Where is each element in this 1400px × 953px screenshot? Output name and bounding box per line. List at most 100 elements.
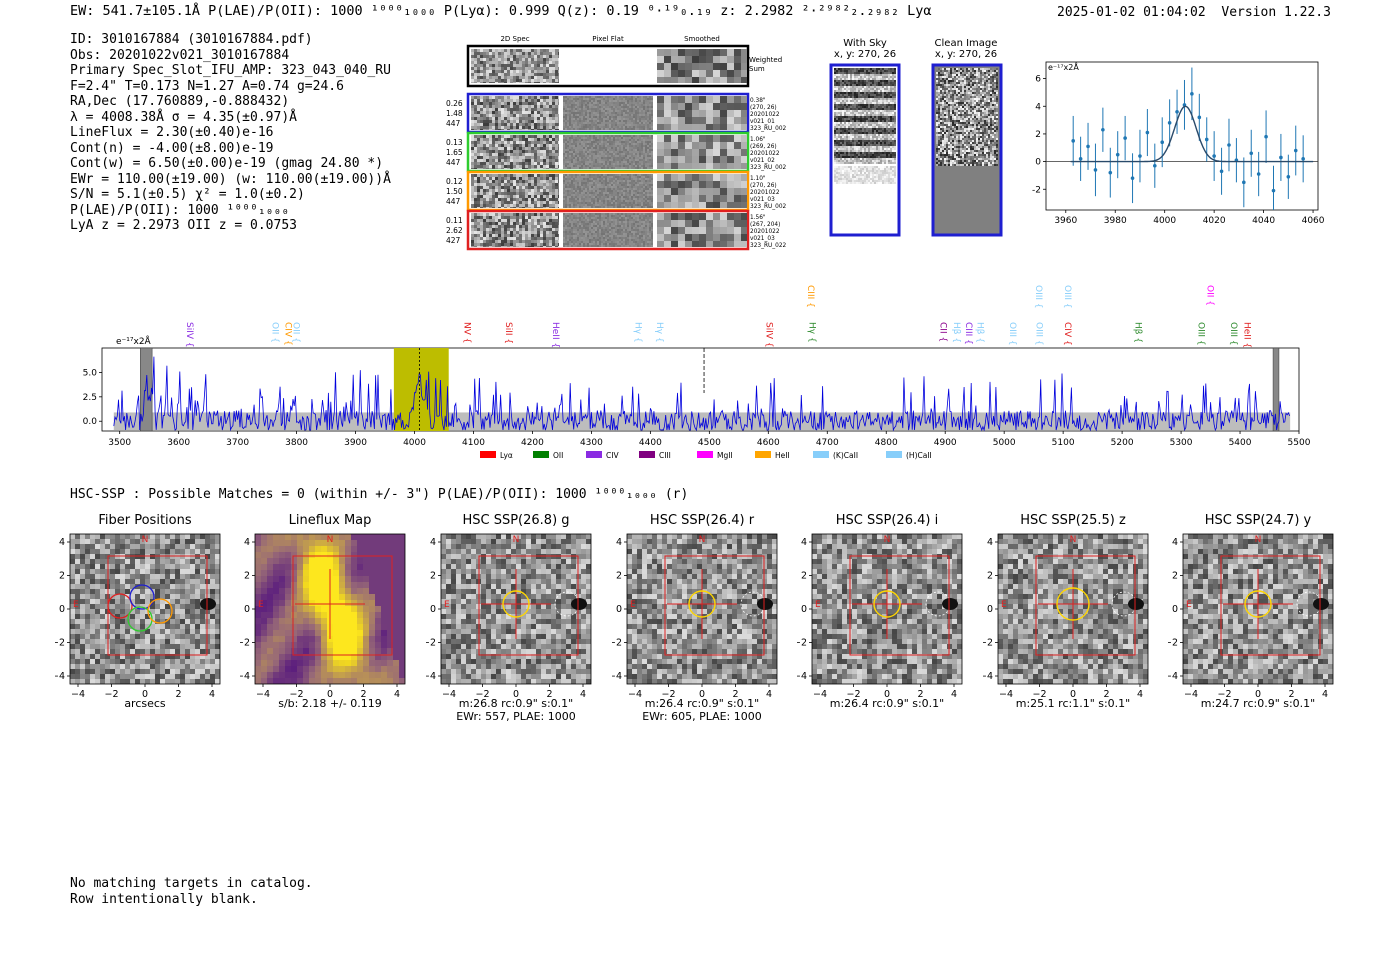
arcsec-y-tick: 0: [430, 604, 436, 615]
info-line: LyA z = 2.2973 OII z = 0.0753: [70, 218, 297, 233]
imaging-panel: HSC SSP(24.7) y N E −4 −4 −2 −2 0 0 2 2 4 4 m:24.7 rc…: [1168, 510, 1348, 730]
info-line: S/N = 5.1(±0.5) χ² = 1.0(±0.2): [70, 187, 305, 202]
imaging-panel-caption: m:26.4 rc:0.9" s:0.1": [644, 697, 760, 710]
footer-line: No matching targets in catalog.: [70, 876, 313, 891]
strip-column-header: Pixel Flat: [592, 35, 624, 43]
arcsec-y-tick: −2: [1168, 638, 1178, 649]
aperture-box: [1220, 555, 1321, 656]
spectrum-x-tick-label: 5300: [1170, 438, 1193, 448]
arcsec-x-tick: −4: [71, 689, 85, 700]
fit-plot-frame: [1045, 61, 1319, 211]
arcsec-y-tick: −4: [983, 671, 993, 682]
fiber-strip-meta: 20201022: [750, 229, 780, 235]
info-line: Cont(w) = 6.50(±0.00)e-19 (gmag 24.80 *): [70, 156, 384, 171]
line-id-label: OII {: [269, 322, 279, 343]
arcsec-x-tick: 4: [394, 689, 400, 700]
fiber-strip-smoothed: [657, 174, 747, 208]
clean-image-title: Clean Image x, y: 270, 26: [930, 38, 1002, 60]
fit-x-tick-label: 4060: [1302, 216, 1325, 226]
arcsec-x-tick: 4: [951, 689, 957, 700]
full-spectrum-plot: 3500 3600 3700 3800 3900 4000 4100 4200 4300 4400…: [83, 285, 1311, 460]
imaging-panel-caption: m:24.7 rc:0.9" s:0.1": [1200, 697, 1316, 710]
aperture-box: [664, 555, 765, 656]
fiber-strip-stat: 447: [446, 119, 461, 128]
arcsec-x-tick: −2: [289, 689, 303, 700]
clean-image-label: Clean Image: [934, 38, 998, 49]
imaging-panel-caption: m:26.8 rc:0.9" s:0.1": [458, 697, 574, 710]
spectrum-x-tick-label: 5400: [1229, 438, 1252, 448]
line-id-label: OIII {: [1062, 285, 1072, 309]
spectrum-x-tick-label: 4700: [816, 438, 839, 448]
legend-swatch: [480, 451, 496, 458]
compass-north: N: [1255, 535, 1262, 545]
arcsec-x-tick: −2: [475, 689, 489, 700]
dark-source: [200, 598, 216, 610]
fiber-position-circle: [127, 606, 153, 632]
legend-swatch: [755, 451, 771, 458]
sky-band-fade: [834, 166, 896, 184]
arcsec-x-tick: 0: [327, 689, 333, 700]
imaging-panel-caption: s/b: 2.18 +/- 0.119: [278, 697, 382, 710]
fit-data-point: [1256, 172, 1261, 176]
imaging-panel-caption: arcsecs: [124, 697, 166, 710]
fiber-strip-pixel-flat: [563, 135, 653, 169]
imaging-panel-caption: EWr: 605, PLAE: 1000: [642, 710, 762, 723]
line-id-label: HeII {: [1242, 322, 1252, 348]
arcsec-x-tick: 4: [766, 689, 772, 700]
arcsec-y-tick: −2: [55, 638, 65, 649]
spectrum-x-tick-label: 3800: [285, 438, 308, 448]
legend-label: Lyα: [500, 451, 513, 460]
fiber-strip-meta: (270, 26): [750, 183, 777, 189]
fit-data-point: [1093, 168, 1098, 172]
fiber-strip-pixel-flat: [563, 213, 653, 247]
fiber-strip-meta: 1.06": [750, 137, 766, 143]
aperture-box: [1035, 555, 1136, 656]
imaging-panel-plot: N E −4 −4 −2 −2 0 0 2 2 4 4: [426, 533, 592, 700]
emission-line-fit-plot: 3960 3980 4000 4020 4040 4060 -2 0 2 4 6 e⁻¹⁷x2Å: [1030, 58, 1335, 233]
compass-north: N: [513, 535, 520, 545]
imaging-panel: HSC SSP(25.5) z N E −4 −4 −2 −2 0 0 2 2 4 4 m:25.1 rc…: [983, 510, 1163, 730]
sky-band-dark: [834, 80, 896, 86]
arcsec-y-tick: 2: [1172, 571, 1178, 582]
catalog-footer: No matching targets in catalog. Row inte…: [70, 876, 313, 907]
with-sky-label: With Sky: [843, 38, 887, 49]
fit-unit-label: e⁻¹⁷x2Å: [1048, 61, 1079, 72]
arcsec-y-tick: 0: [801, 604, 807, 615]
fit-data-point: [1190, 92, 1194, 96]
sky-band-dark: [834, 152, 896, 158]
arcsec-x-tick: 0: [884, 689, 890, 700]
imaging-panel-title: HSC SSP(25.5) z: [1020, 513, 1126, 528]
arcsec-x-tick: 4: [209, 689, 215, 700]
spectrum-x-tick-label: 5200: [1111, 438, 1134, 448]
imaging-panel-caption: EWr: 557, PLAE: 1000: [456, 710, 576, 723]
info-line: F=2.4" T=0.173 N=1.27 A=0.74 g=24.6: [70, 78, 344, 94]
info-line: Primary Spec_Slot_IFU_AMP: 323_043_040_R…: [70, 63, 391, 78]
arcsec-x-tick: 0: [142, 689, 148, 700]
arcsec-y-tick: 0: [244, 604, 250, 615]
arcsec-x-tick: 2: [546, 689, 552, 700]
imaging-panel: Lineflux Map N E −4 −4 −2 −2 0 0 2 2 4 4 s/b: 2.18 +/…: [240, 510, 420, 730]
clean-image-noise: [936, 68, 998, 166]
with-sky-title: With Sky x, y: 270, 26: [830, 38, 900, 60]
sky-band-dark: [834, 92, 896, 98]
fit-data-point: [1279, 155, 1283, 160]
arcsec-y-tick: 0: [1172, 604, 1178, 615]
fit-data-point: [1204, 137, 1209, 142]
imaging-cutout: [627, 534, 777, 684]
imaging-panel-title: HSC SSP(26.4) r: [649, 513, 755, 528]
weighted-sum-label: Sum: [749, 65, 765, 73]
arcsec-y-tick: −2: [426, 638, 436, 649]
fit-data-point: [1175, 109, 1179, 114]
arcsec-x-tick: 2: [917, 689, 923, 700]
fit-x-tick-label: 3960: [1054, 216, 1077, 226]
fit-data-point: [1219, 169, 1224, 174]
spectrum-x-tick-label: 4100: [462, 438, 485, 448]
detection-aperture-circle: [1244, 590, 1272, 618]
fit-x-tick-label: 4020: [1203, 216, 1226, 226]
fiber-strip-pixel-flat: [563, 174, 653, 208]
compass-east: E: [73, 600, 79, 610]
arcsec-x-tick: 0: [1255, 689, 1261, 700]
line-id-label: OII {: [291, 322, 301, 343]
compass-north: N: [327, 535, 334, 545]
arcsec-y-tick: 2: [244, 571, 250, 582]
